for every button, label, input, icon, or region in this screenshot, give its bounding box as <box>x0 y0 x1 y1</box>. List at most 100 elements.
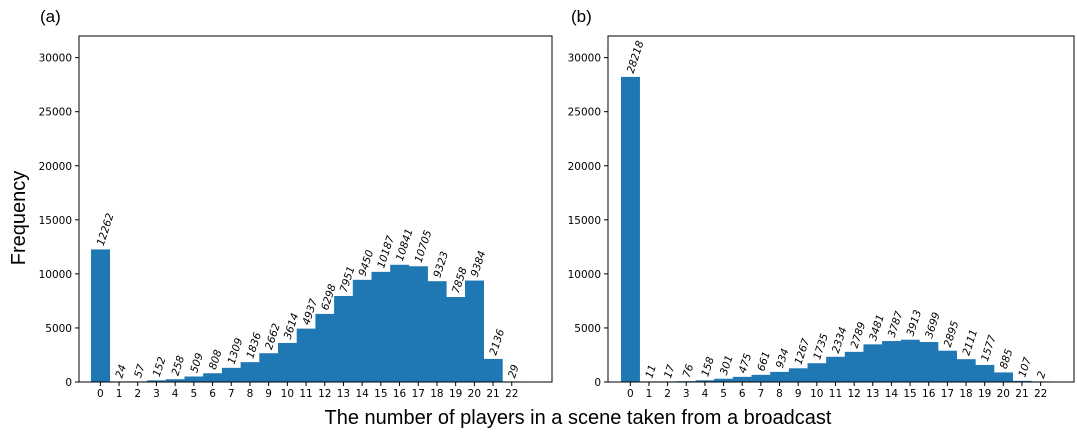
y-tick-label: 20000 <box>568 161 601 173</box>
data-label: 10187 <box>375 234 397 270</box>
data-label: 24 <box>113 363 129 379</box>
x-axis-label: The number of players in a scene taken f… <box>325 407 832 429</box>
y-tick-label: 15000 <box>39 215 72 227</box>
bar <box>352 279 372 382</box>
data-label: 2334 <box>830 326 850 355</box>
data-label: 1577 <box>979 333 999 362</box>
x-tick-label: 6 <box>209 388 216 400</box>
bar <box>994 372 1013 382</box>
x-tick-label: 5 <box>720 388 727 400</box>
x-tick-label: 1 <box>116 388 123 400</box>
bar <box>714 378 734 382</box>
y-tick-label: 5000 <box>574 323 601 335</box>
x-tick-label: 15 <box>903 388 916 400</box>
data-label: 57 <box>132 363 148 380</box>
x-tick-label: 12 <box>318 388 331 400</box>
x-tick-label: 8 <box>776 388 783 400</box>
x-tick-label: 14 <box>355 388 369 400</box>
bar <box>408 266 428 382</box>
x-tick-label: 18 <box>430 388 443 400</box>
data-label: 1267 <box>793 337 813 366</box>
bar <box>147 380 167 382</box>
x-tick-label: 3 <box>683 388 690 400</box>
x-tick-label: 15 <box>374 388 387 400</box>
x-tick-label: 0 <box>627 388 634 400</box>
x-tick-label: 17 <box>412 388 425 400</box>
x-tick-label: 18 <box>959 388 972 400</box>
y-tick-label: 15000 <box>568 215 601 227</box>
x-tick-label: 13 <box>866 388 879 400</box>
bar <box>621 76 640 382</box>
bar <box>826 356 846 382</box>
x-tick-label: 17 <box>941 388 954 400</box>
data-label: 1309 <box>226 336 246 365</box>
data-label: 885 <box>998 347 1016 370</box>
data-label: 2136 <box>487 327 507 356</box>
data-label: 76 <box>681 362 697 379</box>
x-tick-label: 22 <box>1034 388 1047 400</box>
data-label: 29 <box>506 363 522 380</box>
bar <box>91 249 110 382</box>
y-tick-label: 0 <box>594 377 601 389</box>
y-tick-label: 30000 <box>568 53 601 65</box>
x-tick-label: 11 <box>829 388 842 400</box>
data-label: 3481 <box>867 313 887 342</box>
data-label: 1735 <box>811 332 831 361</box>
x-tick-label: 8 <box>247 388 254 400</box>
data-label: 28218 <box>625 39 647 75</box>
y-tick-label: 25000 <box>39 107 72 119</box>
data-label: 107 <box>1016 356 1034 379</box>
bar <box>465 280 484 382</box>
axes-frame <box>78 35 553 383</box>
bar <box>1012 380 1032 382</box>
bar <box>882 341 902 382</box>
data-label: 9384 <box>469 249 489 278</box>
data-label: 2111 <box>960 328 980 357</box>
x-tick-label: 9 <box>265 388 272 400</box>
data-label: 10841 <box>394 227 416 262</box>
bar <box>296 328 316 382</box>
bar <box>788 368 808 382</box>
data-label: 12262 <box>95 212 117 248</box>
x-tick-label: 12 <box>847 388 860 400</box>
data-label: 9323 <box>431 250 451 279</box>
bar <box>844 351 864 382</box>
bar <box>695 380 715 382</box>
data-label: 10705 <box>413 228 435 264</box>
x-tick-label: 4 <box>172 388 179 400</box>
bar <box>278 342 297 382</box>
bar <box>807 363 827 382</box>
x-tick-label: 13 <box>337 388 350 400</box>
bar <box>184 376 204 382</box>
bar <box>975 364 995 382</box>
bar <box>770 371 790 382</box>
bar <box>900 339 920 382</box>
data-label: 934 <box>774 347 792 370</box>
x-tick-label: 19 <box>449 388 462 400</box>
bar <box>938 350 957 382</box>
bar <box>863 344 883 382</box>
x-tick-label: 16 <box>922 388 936 400</box>
x-tick-label: 7 <box>758 388 765 400</box>
data-label: 661 <box>755 350 773 373</box>
bar <box>165 379 185 382</box>
x-tick-label: 0 <box>97 388 104 400</box>
x-tick-label: 10 <box>281 388 294 400</box>
x-tick-label: 2 <box>664 388 671 400</box>
x-tick-label: 14 <box>885 388 899 400</box>
bar <box>259 353 279 382</box>
x-tick-label: 10 <box>810 388 823 400</box>
data-label: 808 <box>207 348 225 371</box>
data-label: 152 <box>151 355 169 378</box>
bar <box>427 281 447 382</box>
x-tick-label: 22 <box>505 388 518 400</box>
data-label: 3913 <box>905 308 925 337</box>
y-tick-label: 20000 <box>39 161 72 173</box>
data-label: 258 <box>170 354 188 377</box>
data-label: 3699 <box>923 311 943 340</box>
bar <box>446 297 466 382</box>
x-tick-label: 21 <box>1015 388 1028 400</box>
y-tick-label: 10000 <box>39 269 72 281</box>
data-label: 2 <box>1035 370 1049 380</box>
